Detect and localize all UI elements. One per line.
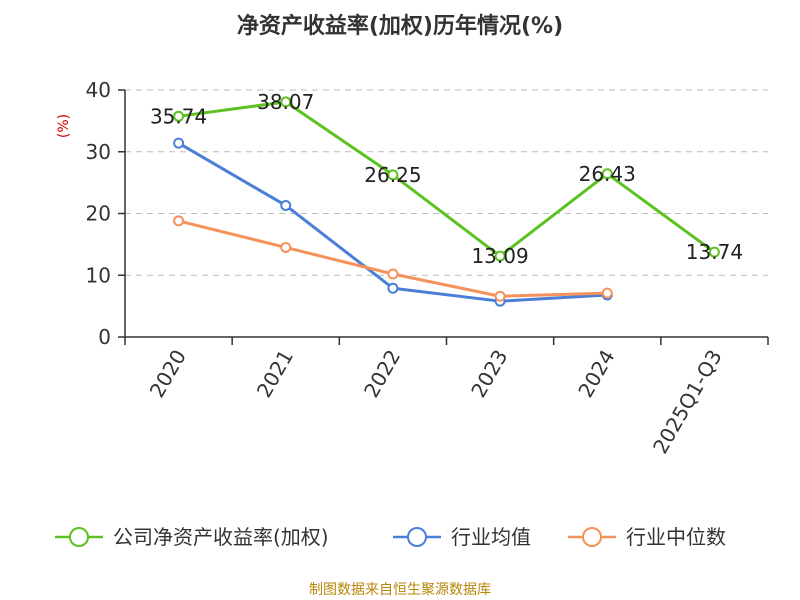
x-tick-label-2025Q1-Q3: 2025Q1-Q3 <box>648 346 727 458</box>
legend: 公司净资产收益率(加权) 行业均值 行业中位数 <box>55 525 726 549</box>
series-0-bridge-4 <box>606 172 716 254</box>
legend-swatch-marker-1 <box>407 527 427 547</box>
series-0-point-2020 <box>173 110 185 122</box>
series-0-point-2021 <box>280 96 292 108</box>
data-label-2022: 26.25 <box>364 163 421 187</box>
series-0-point-2022 <box>387 169 399 181</box>
series-0-point-2025Q1-Q3 <box>708 246 720 258</box>
axes: 0 10 20 30 40 2020 2021 2022 2023 2024 2025Q1-Q3 <box>86 78 769 458</box>
series-1-point-2020 <box>173 137 185 149</box>
y-tick-label-40: 40 <box>86 78 111 102</box>
data-label-2025Q1-Q3: 13.74 <box>686 240 743 264</box>
series-1-point-2021 <box>280 199 292 211</box>
series-2-point-2023 <box>494 290 506 302</box>
x-tick-label-2023: 2023 <box>466 346 512 402</box>
series-2-point-2021 <box>280 241 292 253</box>
series-0-point-2023 <box>494 250 506 262</box>
series-2-point-2024 <box>601 287 613 299</box>
x-tick-label-2024: 2024 <box>573 346 619 402</box>
chart-title: 净资产收益率(加权)历年情况(%) <box>237 13 563 39</box>
series-2-point-2020 <box>173 215 185 227</box>
y-tick-label-20: 20 <box>86 202 111 226</box>
x-tick-label-2022: 2022 <box>359 346 405 402</box>
y-tick-label-0: 0 <box>98 325 111 349</box>
series-lines <box>173 96 720 307</box>
legend-label-2: 行业中位数 <box>626 525 726 549</box>
source-note: 制图数据来自恒生聚源数据库 <box>309 582 491 598</box>
x-tick-label-2020: 2020 <box>145 346 191 402</box>
data-label-2023: 13.09 <box>471 244 528 268</box>
series-0-point-2024 <box>601 168 613 180</box>
y-axis-label: (%) <box>56 114 72 138</box>
data-label-2021: 38.07 <box>257 90 314 114</box>
legend-swatch-marker-0 <box>69 527 89 547</box>
legend-swatch-marker-2 <box>582 527 602 547</box>
data-labels: 35.74 38.07 26.25 13.09 26.43 13.74 <box>150 90 743 268</box>
legend-label-0: 公司净资产收益率(加权) <box>113 525 329 549</box>
y-tick-label-10: 10 <box>86 263 111 287</box>
series-2-point-2022 <box>387 268 399 280</box>
data-label-2024: 26.43 <box>579 162 636 186</box>
data-label-2020: 35.74 <box>150 104 207 128</box>
legend-label-1: 行业均值 <box>451 525 531 549</box>
gridlines <box>125 89 768 276</box>
y-tick-label-30: 30 <box>86 140 111 164</box>
x-tick-label-2021: 2021 <box>252 346 298 402</box>
series-1-point-2022 <box>387 282 399 294</box>
